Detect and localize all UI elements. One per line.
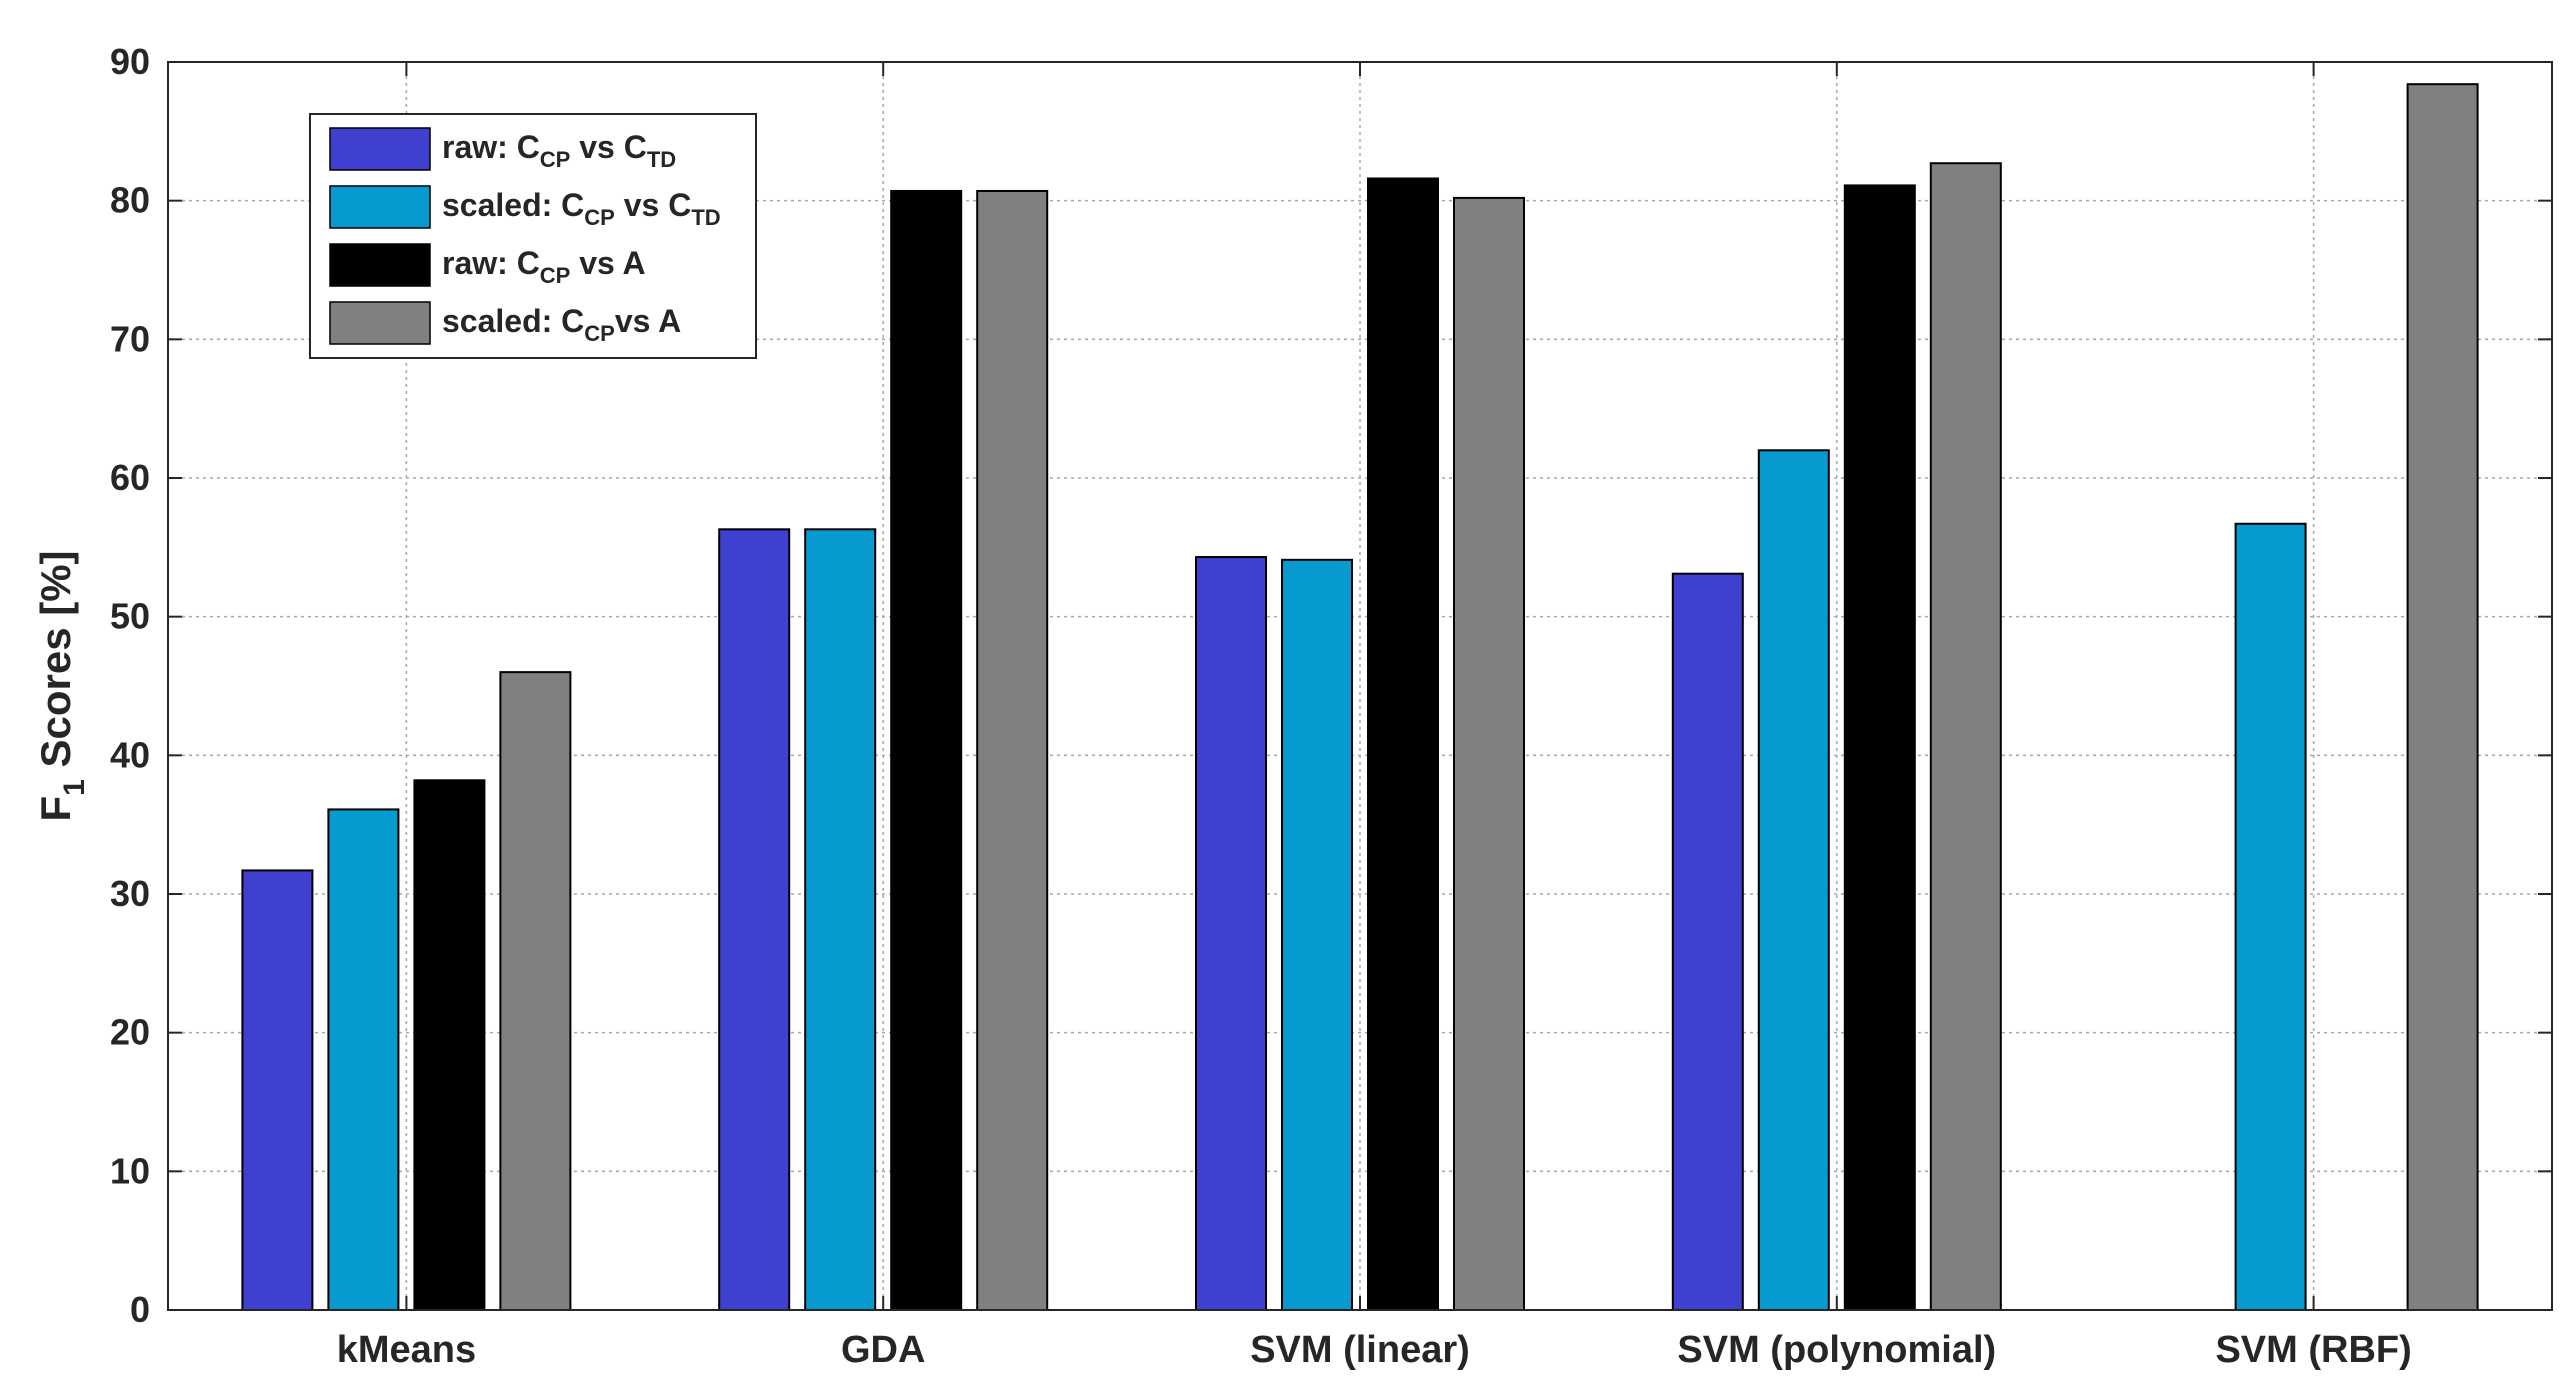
legend-label: scaled: CCP vs CTD [442, 187, 721, 230]
y-tick-label: 70 [110, 318, 150, 359]
bar [1453, 196, 1525, 1312]
bar [2406, 83, 2479, 1312]
bar [1367, 177, 1439, 1312]
y-axis-label: F1 Scores [%] [32, 550, 91, 821]
y-tick-label: 50 [110, 596, 150, 637]
x-tick-label: GDA [841, 1329, 925, 1371]
bar [2234, 522, 2307, 1311]
y-tick-label: 80 [110, 180, 150, 221]
bar [718, 528, 791, 1311]
bar [413, 779, 486, 1311]
legend-swatch [329, 185, 431, 229]
bar [890, 189, 963, 1312]
bar [241, 869, 314, 1312]
y-axis-label-sub: 1 [58, 779, 91, 796]
y-axis-label-main: F [32, 796, 79, 822]
bar [1195, 556, 1267, 1311]
bar [1929, 162, 2002, 1311]
legend-label: raw: CCP vs CTD [442, 129, 676, 172]
bar [499, 671, 572, 1311]
y-tick-label: 40 [110, 734, 150, 775]
x-tick-label: SVM (polynomial) [1677, 1329, 1996, 1371]
bars-layer [241, 83, 2479, 1312]
bar [976, 189, 1049, 1312]
y-tick-label: 60 [110, 457, 150, 498]
legend-label: raw: CCP vs A [442, 245, 646, 288]
bar [1281, 558, 1353, 1311]
x-axis: kMeans GDA SVM (linear) SVM (polynomial) SVM… [337, 62, 2412, 1371]
legend-swatch [329, 127, 431, 171]
bar [327, 808, 400, 1311]
y-axis: 0 10 20 30 40 50 60 70 80 90 [110, 41, 2552, 1330]
bar [1843, 184, 1916, 1311]
y-tick-label: 30 [110, 873, 150, 914]
legend: raw: CCP vs CTD scaled: CCP vs CTD raw: CC… [309, 113, 757, 359]
x-tick-label: kMeans [337, 1329, 476, 1371]
x-tick-label: SVM (RBF) [2215, 1329, 2411, 1371]
y-tick-label: 0 [130, 1289, 150, 1330]
y-axis-label-rest: Scores [%] [32, 550, 79, 779]
legend-label: scaled: CCPvs A [442, 303, 681, 346]
y-tick-label: 90 [110, 41, 150, 82]
x-tick-label: SVM (linear) [1250, 1329, 1470, 1371]
y-tick-label: 10 [110, 1150, 150, 1191]
grid-layer [168, 62, 2552, 1310]
bar [804, 528, 877, 1311]
bar [1671, 572, 1744, 1311]
legend-swatch [329, 301, 431, 345]
y-tick-label: 20 [110, 1012, 150, 1053]
legend-swatch [329, 243, 431, 287]
bar [1757, 449, 1830, 1311]
